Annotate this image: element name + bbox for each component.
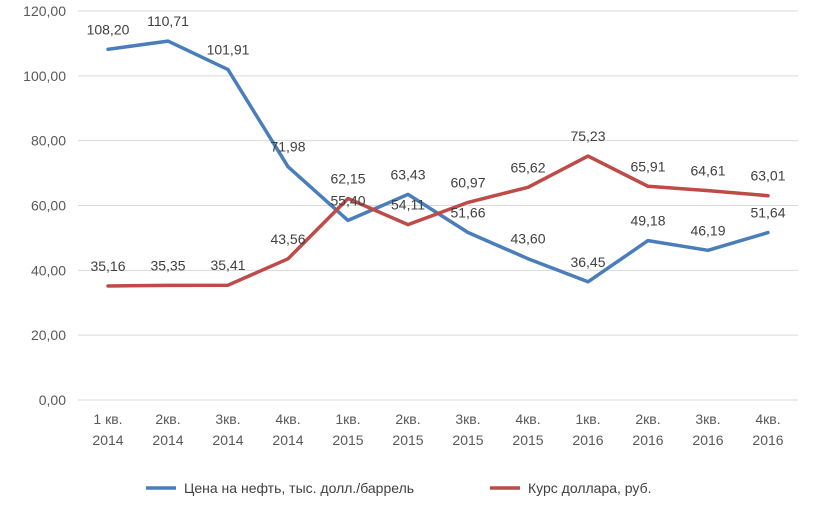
dollar-rate-point xyxy=(286,257,290,261)
oil-price-data-label: 49,18 xyxy=(630,213,665,229)
dollar-rate-data-label: 35,16 xyxy=(90,258,125,274)
dollar-rate-point xyxy=(166,283,170,287)
y-tick-label: 60,00 xyxy=(31,198,66,214)
dollar-rate-point xyxy=(586,154,590,158)
oil-price-data-label: 63,43 xyxy=(390,166,425,182)
dollar-rate-data-label: 75,23 xyxy=(570,128,605,144)
dollar-rate-point xyxy=(226,283,230,287)
oil-price-data-label: 55,40 xyxy=(330,192,365,208)
dollar-rate-data-label: 65,91 xyxy=(630,158,665,174)
dollar-rate-data-label: 54,11 xyxy=(391,197,425,213)
x-tick-label: 1кв. 2015 xyxy=(332,411,363,448)
y-tick-label: 120,00 xyxy=(23,3,66,19)
dollar-rate-data-label: 65,62 xyxy=(510,159,545,175)
oil-price-point xyxy=(766,231,770,235)
dollar-rate-point xyxy=(766,194,770,198)
oil-price-data-label: 108,20 xyxy=(87,21,130,37)
x-tick-label: 3кв. 2016 xyxy=(692,411,723,448)
dollar-rate-point xyxy=(526,185,530,189)
y-tick-label: 80,00 xyxy=(31,133,66,149)
dollar-rate-point xyxy=(106,284,110,288)
y-tick-label: 100,00 xyxy=(23,68,66,84)
x-tick-label: 4кв. 2015 xyxy=(512,411,543,448)
dollar-rate-data-label: 43,56 xyxy=(270,231,305,247)
oil-price-data-label: 101,91 xyxy=(207,42,250,58)
y-tick-label: 20,00 xyxy=(31,327,66,343)
oil-price-data-label: 51,66 xyxy=(450,205,485,221)
x-tick-label: 1кв. 2016 xyxy=(572,411,603,448)
x-tick-label: 2кв. 2015 xyxy=(392,411,423,448)
dollar-rate-point xyxy=(466,200,470,204)
oil-price-point xyxy=(406,192,410,196)
oil-price-point xyxy=(646,239,650,243)
oil-price-data-label: 110,71 xyxy=(147,13,189,29)
oil-price-data-label: 36,45 xyxy=(570,254,605,270)
oil-price-point xyxy=(526,257,530,261)
x-tick-label: 4кв. 2016 xyxy=(752,411,783,448)
dollar-rate-data-label: 64,61 xyxy=(690,163,725,179)
x-tick-label: 3кв. 2014 xyxy=(212,411,243,448)
series-layer xyxy=(106,39,770,288)
x-tick-label: 2кв. 2014 xyxy=(152,411,183,448)
dollar-rate-data-label: 62,15 xyxy=(330,171,365,187)
oil-price-point xyxy=(706,248,710,252)
x-tick-label: 2кв. 2016 xyxy=(632,411,663,448)
x-tick-label: 3кв. 2015 xyxy=(452,411,483,448)
oil-price-point xyxy=(466,231,470,235)
dollar-rate-point xyxy=(406,223,410,227)
dollar-rate-data-label: 35,35 xyxy=(150,257,185,273)
x-tick-label: 1 кв. 2014 xyxy=(92,411,123,448)
oil-price-point xyxy=(226,68,230,72)
legend-label: Цена на нефть, тыс. долл./баррель xyxy=(184,480,414,496)
dollar-rate-point xyxy=(346,197,350,201)
grid-layer xyxy=(78,10,798,401)
oil-price-data-label: 51,64 xyxy=(750,205,785,221)
legend: Цена на нефть, тыс. долл./баррель Курс до… xyxy=(146,480,652,496)
y-tick-label: 40,00 xyxy=(31,262,66,278)
dollar-rate-data-label: 63,01 xyxy=(750,168,785,184)
oil-price-point xyxy=(346,218,350,222)
y-axis-ticks: 0,00 20,00 40,00 60,00 80,00 100,00 120,00 xyxy=(23,3,66,408)
oil-price-data-label: 43,60 xyxy=(510,231,545,247)
oil-price-point xyxy=(166,39,170,43)
y-tick-label: 0,00 xyxy=(39,392,66,408)
oil-price-data-label: 46,19 xyxy=(690,222,725,238)
dollar-rate-point xyxy=(646,184,650,188)
oil-price-point xyxy=(106,47,110,51)
legend-label: Курс доллара, руб. xyxy=(528,480,652,496)
oil-price-data-label: 71,98 xyxy=(270,139,305,155)
dollar-rate-data-label: 35,41 xyxy=(210,257,245,273)
oil-price-point xyxy=(286,165,290,169)
x-axis-ticks: 1 кв. 2014 2кв. 2014 3кв. 2014 4кв. 2014 1кв. 201… xyxy=(92,411,783,448)
dollar-rate-point xyxy=(706,189,710,193)
data-labels: 108,20 110,71 101,91 71,98 55,40 63,43 51,66 43… xyxy=(87,13,786,274)
oil-price-line xyxy=(106,39,770,284)
oil-price-point xyxy=(586,280,590,284)
dollar-rate-data-label: 60,97 xyxy=(450,174,485,190)
x-tick-label: 4кв. 2014 xyxy=(272,411,303,448)
dollar-rate-line xyxy=(106,154,770,288)
